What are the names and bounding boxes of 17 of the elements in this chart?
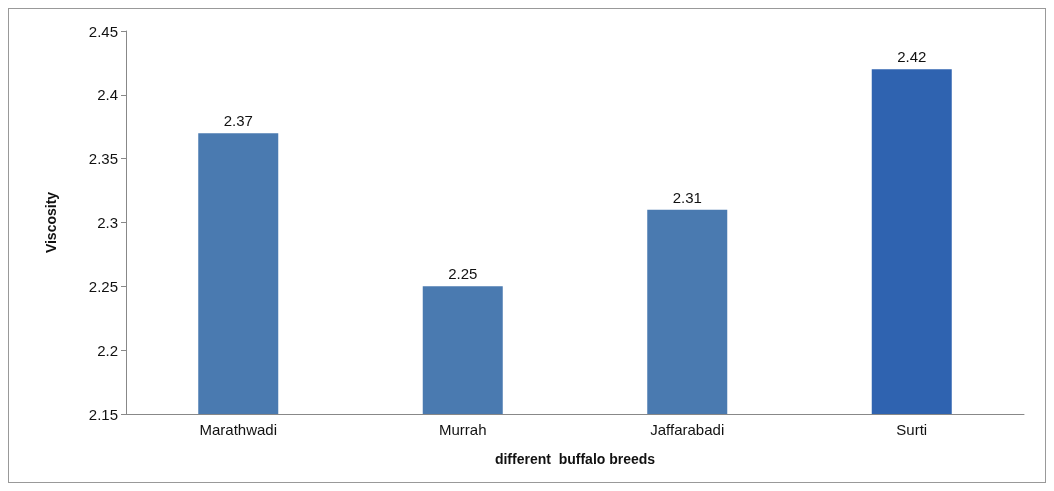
data-label: 2.25	[448, 265, 478, 283]
y-tick-label: 2.15	[88, 405, 118, 423]
y-tick-label: 2.35	[88, 150, 118, 168]
y-tick-label: 2.3	[97, 214, 118, 231]
x-tick-label: Murrah	[438, 421, 487, 438]
y-axis-title: Viscosity	[43, 191, 59, 254]
data-label: 2.31	[672, 188, 702, 206]
y-tick-label: 2.2	[97, 341, 118, 359]
x-tick-label: Jaffarabadi	[650, 421, 725, 438]
y-tick-label: 2.25	[88, 277, 118, 295]
data-label: 2.42	[897, 48, 927, 66]
y-tick-label: 2.4	[97, 86, 118, 104]
y-tick-label: 2.45	[88, 22, 118, 40]
x-tick-label: Marathwadi	[199, 421, 278, 438]
data-label: 2.37	[223, 112, 253, 130]
x-tick-label: Surti	[896, 421, 928, 438]
x-axis-title: different buffalo breeds	[494, 451, 656, 467]
